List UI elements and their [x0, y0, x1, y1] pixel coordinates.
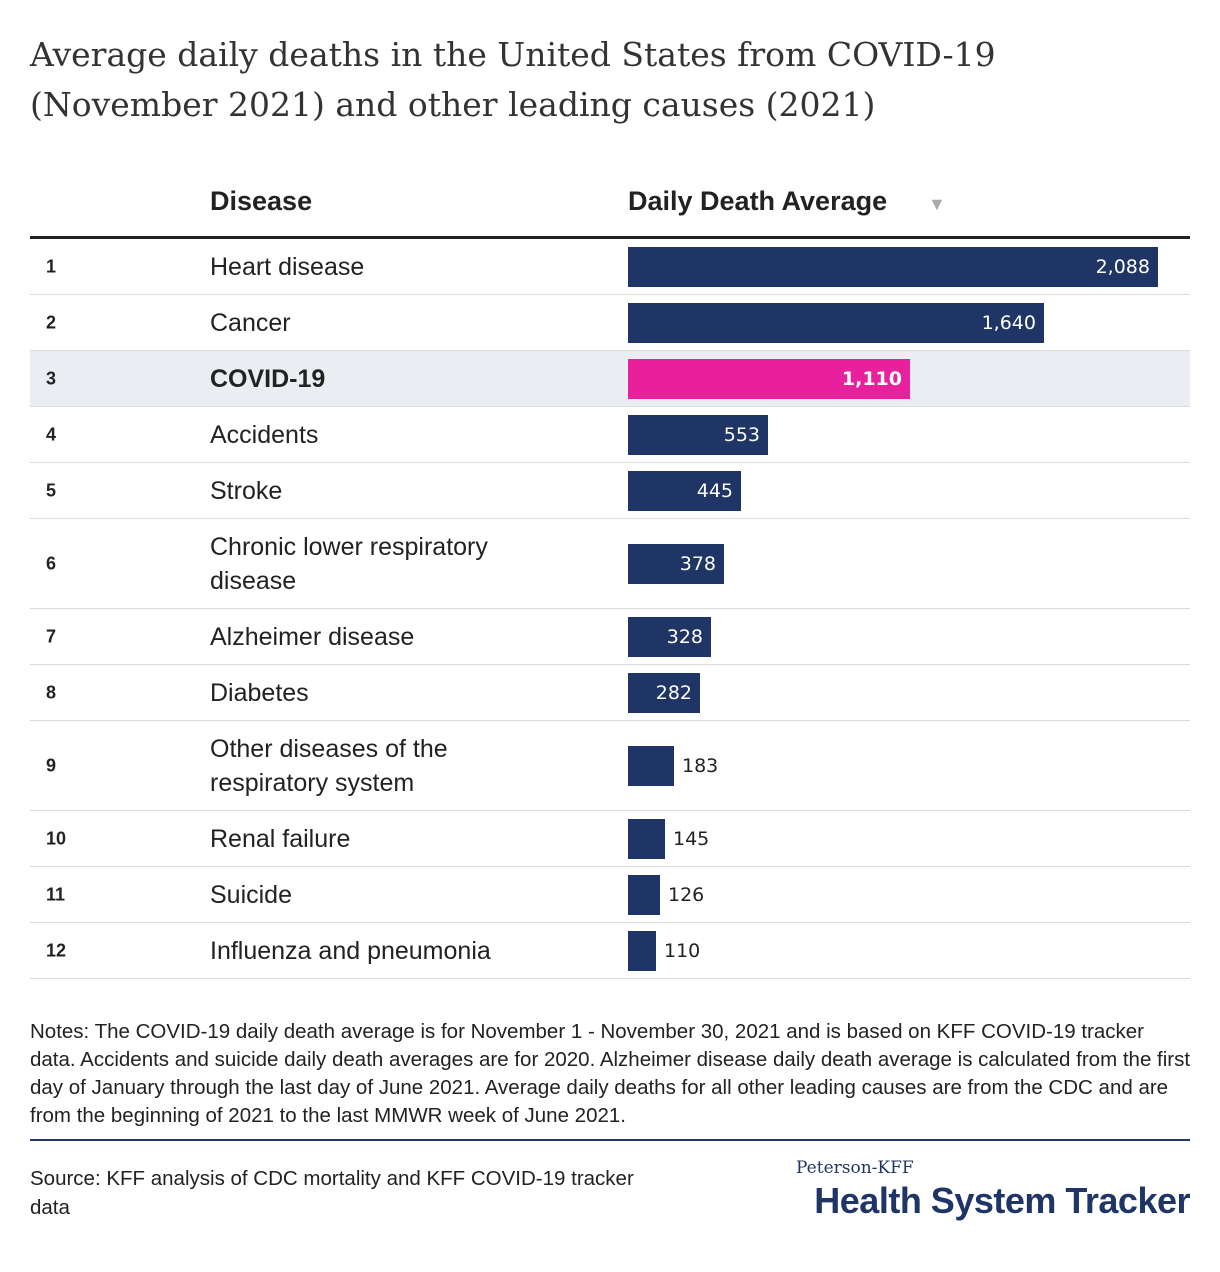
row-disease-name: Heart disease [210, 252, 365, 281]
header-divider [30, 236, 1190, 239]
row-rank: 4 [46, 424, 57, 444]
row-disease-name: Chronic lower respiratory disease [210, 532, 488, 595]
row-disease-name: Stroke [210, 476, 283, 505]
row-rank: 10 [46, 828, 67, 848]
table-row: 7 Alzheimer disease 328 [30, 609, 1190, 665]
column-header-disease[interactable]: Disease [210, 186, 313, 216]
row-rank: 12 [46, 940, 67, 960]
row-rank: 9 [46, 755, 57, 775]
row-rank: 8 [46, 682, 57, 702]
bar [628, 818, 665, 859]
bar-value-label: 126 [668, 883, 705, 906]
bar [628, 874, 660, 915]
bar-value-label: 445 [696, 479, 733, 502]
bar [628, 470, 741, 511]
bar-value-label: 1,640 [981, 311, 1036, 334]
bar [628, 543, 724, 584]
row-disease-name: Alzheimer disease [210, 622, 415, 651]
table-row: 3 COVID-19 1,110 [30, 351, 1190, 407]
row-rank: 6 [46, 553, 57, 573]
table-row: 9 Other diseases of the respiratory syste… [30, 721, 1190, 811]
row-disease-name: COVID-19 [210, 364, 326, 393]
bar [628, 302, 1044, 343]
table-row: 1 Heart disease 2,088 [30, 239, 1190, 295]
logo-small-text: Peterson-KFF [796, 1158, 914, 1178]
row-disease-name: Influenza and pneumonia [210, 936, 491, 965]
bar-value-label: 1,110 [841, 367, 902, 390]
table-row: 5 Stroke 445 [30, 463, 1190, 519]
bar-value-label: 553 [723, 423, 760, 446]
table-row: 10 Renal failure 145 [30, 811, 1190, 867]
bar [628, 414, 768, 455]
bar-value-label: 328 [666, 625, 703, 648]
chart-notes: Notes: The COVID-19 daily death average … [30, 1020, 1191, 1127]
footer-divider [30, 1139, 1190, 1141]
bar-value-label: 110 [664, 939, 701, 962]
table-row: 4 Accidents 553 [30, 407, 1190, 463]
row-rank: 1 [46, 256, 57, 276]
row-rank: 3 [46, 368, 57, 388]
row-disease-name: Suicide [210, 880, 292, 909]
table-row: 8 Diabetes 282 [30, 665, 1190, 721]
table-row: 6 Chronic lower respiratory disease 378 [30, 519, 1190, 609]
bar [628, 930, 656, 971]
bar-value-label: 183 [682, 754, 719, 777]
table-row: 11 Suicide 126 [30, 867, 1190, 923]
row-disease-name: Cancer [210, 308, 291, 337]
bar-value-label: 282 [655, 681, 692, 704]
chart-title: Average daily deaths in the United State… [30, 35, 996, 124]
column-header-daily-death-average[interactable]: Daily Death Average [628, 186, 888, 216]
bar-value-label: 378 [679, 552, 716, 575]
row-disease-name: Renal failure [210, 824, 351, 853]
bar-value-label: 145 [673, 827, 710, 850]
bar-value-label: 2,088 [1095, 255, 1150, 278]
row-disease-name: Other diseases of the respiratory system [210, 734, 448, 797]
bar [628, 246, 1158, 287]
bar [628, 616, 711, 657]
row-rank: 5 [46, 480, 57, 500]
row-rank: 7 [46, 626, 57, 646]
logo: Peterson-KFF Health System Tracker [760, 1158, 1191, 1222]
row-disease-name: Accidents [210, 420, 319, 449]
table-row: 12 Influenza and pneumonia 110 [30, 923, 1190, 979]
row-rank: 2 [46, 312, 57, 332]
sort-descending-icon[interactable]: ▼ [928, 194, 946, 214]
bar [628, 672, 700, 713]
logo-big-text: Health System Tracker [814, 1180, 1190, 1221]
chart-source: Source: KFF analysis of CDC mortality an… [30, 1167, 634, 1219]
table-row: 2 Cancer 1,640 [30, 295, 1190, 351]
row-rank: 11 [46, 884, 66, 904]
bar [628, 358, 910, 399]
row-disease-name: Diabetes [210, 678, 309, 707]
bar [628, 745, 674, 786]
